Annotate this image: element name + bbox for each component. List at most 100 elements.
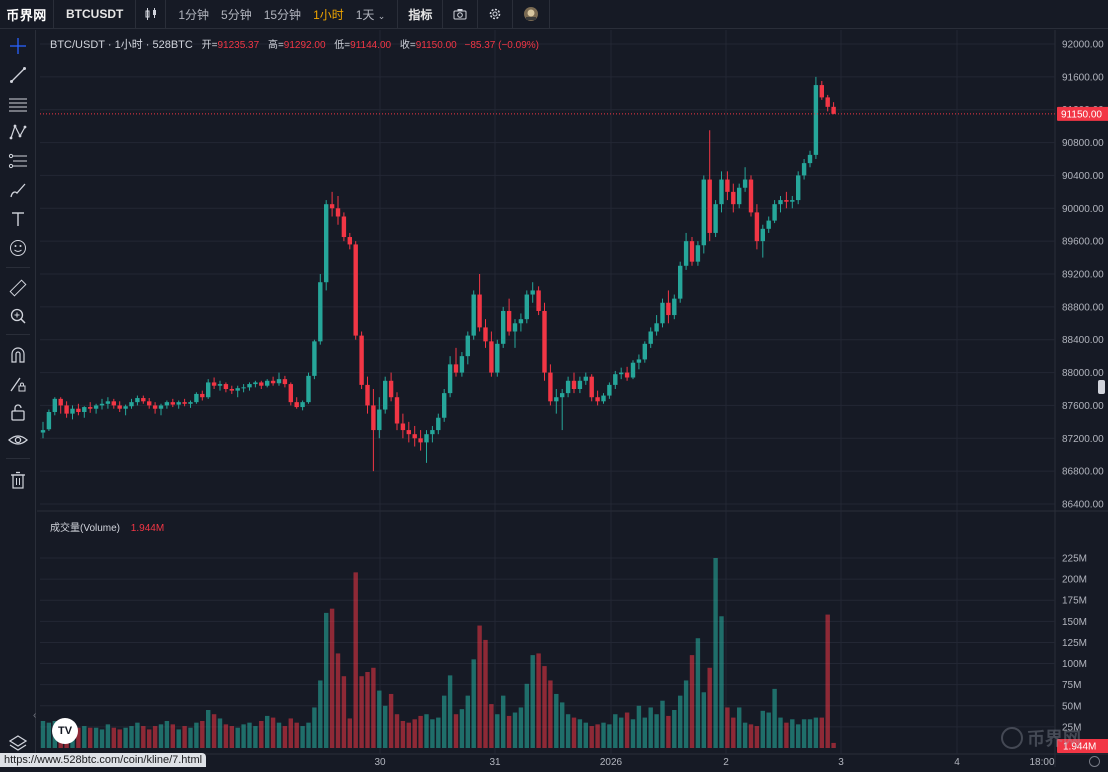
volume-bar — [583, 722, 588, 748]
candle-body — [229, 389, 234, 391]
volume-bar — [265, 715, 270, 748]
camera-icon[interactable] — [443, 0, 479, 29]
crosshair-icon[interactable] — [8, 36, 28, 56]
trend-line-icon[interactable] — [8, 65, 28, 85]
candle-body — [111, 401, 116, 406]
lock-draw-icon[interactable] — [8, 374, 28, 394]
pattern-icon[interactable] — [8, 122, 28, 142]
volume-bar — [601, 722, 606, 748]
toolbar-divider — [6, 267, 30, 268]
volume-bar — [312, 707, 317, 748]
top-toolbar: 币界网 BTCUSDT 1分钟 5分钟 15分钟 1小时 1天 ⌄ 指标 — [0, 0, 1108, 29]
symbol-selector[interactable]: BTCUSDT — [54, 0, 137, 29]
candle-body — [660, 302, 665, 324]
candle-body — [801, 163, 807, 176]
time-settings-icon[interactable] — [1089, 756, 1100, 767]
scroll-left-icon[interactable]: ‹ — [33, 710, 37, 721]
candle-body — [819, 85, 824, 98]
candle-body — [577, 380, 583, 389]
candle-body — [206, 382, 211, 398]
fib-icon[interactable] — [8, 151, 28, 171]
candle-body — [176, 402, 181, 405]
price-scale-handle[interactable] — [1098, 380, 1105, 394]
chart-area[interactable]: 92000.0091600.0091200.0090800.0090400.00… — [33, 30, 1108, 768]
indicators-button[interactable]: 指标 — [398, 0, 444, 29]
volume-bar — [424, 714, 429, 748]
magnet-icon[interactable] — [8, 345, 28, 365]
layers-icon[interactable] — [8, 733, 28, 753]
price-tick-label: 92000.00 — [1062, 40, 1104, 51]
candle-body — [147, 401, 152, 406]
horizontal-lines-icon[interactable] — [8, 94, 28, 114]
zoom-in-icon[interactable] — [8, 306, 28, 326]
candle-body — [506, 310, 512, 332]
volume-bar — [247, 722, 252, 748]
volume-bar — [748, 724, 754, 748]
volume-bar — [819, 717, 824, 748]
candle-body — [813, 85, 819, 155]
interval-15m[interactable]: 15分钟 — [263, 7, 302, 22]
candle-body — [99, 403, 105, 406]
candle-body — [158, 405, 164, 409]
interval-5m[interactable]: 5分钟 — [221, 7, 252, 22]
legend-close: 91150.00 — [415, 40, 457, 51]
chart-grid — [37, 30, 1108, 767]
text-icon[interactable] — [8, 209, 28, 229]
emoji-icon[interactable] — [8, 238, 28, 258]
eye-icon[interactable] — [8, 430, 28, 450]
trash-icon[interactable] — [8, 470, 28, 490]
brush-icon[interactable] — [8, 180, 28, 200]
candle-body — [772, 204, 777, 221]
chart-style-icon[interactable] — [136, 0, 167, 29]
candle-body — [748, 179, 754, 213]
candle-body — [754, 212, 760, 242]
interval-1m[interactable]: 1分钟 — [178, 7, 210, 22]
price-tick-label: 87200.00 — [1062, 434, 1104, 445]
legend-open-label: 开= — [201, 40, 218, 51]
tradingview-logo[interactable]: TV — [52, 718, 78, 744]
volume-bar — [760, 710, 765, 748]
candlestick-chart[interactable]: 92000.0091600.0091200.0090800.0090400.00… — [37, 30, 1108, 768]
candle-body — [200, 393, 205, 398]
time-axis: 30 31 2026 2 3 4 18:00 — [374, 757, 1055, 768]
volume-bar — [371, 667, 376, 748]
volume-bar — [82, 726, 87, 748]
volume-bar — [536, 653, 541, 748]
volume-bar — [200, 720, 205, 748]
ruler-icon[interactable] — [8, 278, 28, 298]
volume-tick-label: 225M — [1062, 554, 1087, 565]
volume-bar — [678, 695, 683, 748]
candle-body — [701, 179, 706, 246]
candle-body — [831, 106, 836, 114]
volume-bar — [418, 715, 423, 748]
settings-icon[interactable] — [478, 0, 514, 29]
candle-body — [129, 402, 134, 407]
volume-bar — [660, 700, 665, 748]
status-url: https://www.528btc.com/coin/kline/7.html — [0, 753, 207, 767]
volume-bar — [359, 676, 364, 748]
volume-bar — [318, 680, 323, 748]
volume-bar — [778, 717, 783, 748]
candle-body — [689, 241, 695, 262]
candle-body — [359, 335, 364, 385]
interval-1d[interactable]: 1天 ⌄ — [350, 6, 392, 23]
interval-1h[interactable]: 1小时 — [313, 7, 344, 22]
price-tick-label: 91600.00 — [1062, 72, 1104, 83]
volume-bar — [683, 680, 689, 748]
volume-bar — [518, 707, 524, 748]
avatar[interactable] — [513, 0, 551, 29]
volume-bar — [654, 714, 659, 748]
candle-body — [241, 387, 246, 389]
lock-icon[interactable] — [8, 402, 28, 422]
volume-tick-label: 25M — [1062, 722, 1081, 733]
current-volume-tag: 1.944M — [1063, 742, 1096, 753]
site-logo[interactable]: 币界网 — [0, 0, 54, 29]
volume-bar — [88, 727, 93, 748]
candle-body — [731, 191, 736, 205]
candle-body — [695, 245, 701, 262]
volume-bar — [152, 726, 158, 748]
candle-body — [64, 405, 69, 414]
volume-bar — [831, 742, 836, 748]
candle-body — [742, 179, 748, 188]
volume-bar — [253, 726, 258, 748]
